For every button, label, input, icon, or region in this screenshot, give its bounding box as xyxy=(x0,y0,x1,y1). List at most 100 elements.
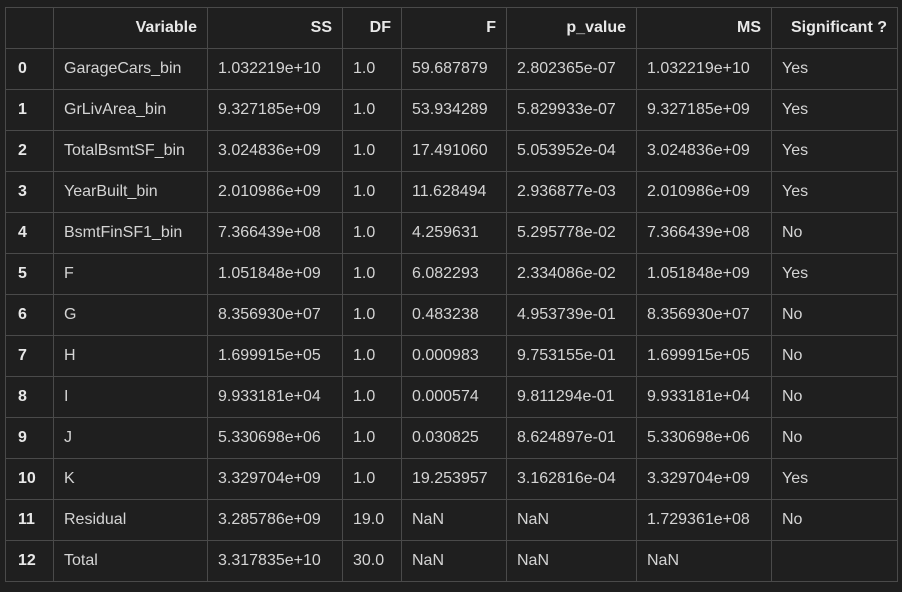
cell-significant: No xyxy=(771,376,898,418)
cell-ss: 3.285786e+09 xyxy=(207,499,343,541)
column-header-significant: Significant ? xyxy=(771,7,898,49)
table-row: 10 K 3.329704e+09 1.0 19.253957 3.162816e-04 3… xyxy=(5,458,898,500)
cell-ss: 3.317835e+10 xyxy=(207,540,343,582)
cell-df: 1.0 xyxy=(342,130,402,172)
cell-variable: Residual xyxy=(53,499,208,541)
cell-ss: 8.356930e+07 xyxy=(207,294,343,336)
table-row: 5 F 1.051848e+09 1.0 6.082293 2.334086e-02 1.0… xyxy=(5,253,898,295)
cell-f: 0.030825 xyxy=(401,417,507,459)
cell-significant: Yes xyxy=(771,171,898,213)
cell-p-value: 9.753155e-01 xyxy=(506,335,637,377)
table-row: 9 J 5.330698e+06 1.0 0.030825 8.624897e-01 5.3… xyxy=(5,417,898,459)
table-row: 3 YearBuilt_bin 2.010986e+09 1.0 11.628494 2.… xyxy=(5,171,898,213)
row-index-cell: 12 xyxy=(5,540,54,582)
cell-p-value: 2.802365e-07 xyxy=(506,48,637,90)
cell-ms: 3.024836e+09 xyxy=(636,130,772,172)
cell-df: 1.0 xyxy=(342,89,402,131)
cell-f: 53.934289 xyxy=(401,89,507,131)
column-header-ms: MS xyxy=(636,7,772,49)
cell-ms: NaN xyxy=(636,540,772,582)
cell-df: 1.0 xyxy=(342,458,402,500)
cell-ms: 2.010986e+09 xyxy=(636,171,772,213)
cell-variable: GrLivArea_bin xyxy=(53,89,208,131)
cell-p-value: 5.053952e-04 xyxy=(506,130,637,172)
cell-variable: J xyxy=(53,417,208,459)
cell-f: 0.000574 xyxy=(401,376,507,418)
table-row: 4 BsmtFinSF1_bin 7.366439e+08 1.0 4.259631 5.… xyxy=(5,212,898,254)
cell-p-value: 9.811294e-01 xyxy=(506,376,637,418)
cell-ss: 1.032219e+10 xyxy=(207,48,343,90)
cell-f: 59.687879 xyxy=(401,48,507,90)
cell-significant: No xyxy=(771,335,898,377)
column-header-p-value: p_value xyxy=(506,7,637,49)
cell-p-value: 8.624897e-01 xyxy=(506,417,637,459)
cell-df: 1.0 xyxy=(342,376,402,418)
cell-variable: Total xyxy=(53,540,208,582)
table-row: 6 G 8.356930e+07 1.0 0.483238 4.953739e-01 8.3… xyxy=(5,294,898,336)
cell-f: 4.259631 xyxy=(401,212,507,254)
table-row: 0 GarageCars_bin 1.032219e+10 1.0 59.687879 2… xyxy=(5,48,898,90)
cell-ms: 1.051848e+09 xyxy=(636,253,772,295)
table-body: 0 GarageCars_bin 1.032219e+10 1.0 59.687879 2… xyxy=(5,48,898,582)
cell-significant: No xyxy=(771,294,898,336)
cell-f: 0.000983 xyxy=(401,335,507,377)
cell-ss: 3.024836e+09 xyxy=(207,130,343,172)
cell-variable: F xyxy=(53,253,208,295)
cell-p-value: 5.829933e-07 xyxy=(506,89,637,131)
column-header-index xyxy=(5,7,54,49)
cell-ms: 9.933181e+04 xyxy=(636,376,772,418)
cell-ss: 9.933181e+04 xyxy=(207,376,343,418)
cell-p-value: 2.936877e-03 xyxy=(506,171,637,213)
cell-ss: 9.327185e+09 xyxy=(207,89,343,131)
cell-variable: I xyxy=(53,376,208,418)
table-row: 2 TotalBsmtSF_bin 3.024836e+09 1.0 17.491060… xyxy=(5,130,898,172)
column-header-variable: Variable xyxy=(53,7,208,49)
cell-significant xyxy=(771,540,898,582)
row-index-cell: 11 xyxy=(5,499,54,541)
cell-ss: 7.366439e+08 xyxy=(207,212,343,254)
row-index-cell: 0 xyxy=(5,48,54,90)
cell-ms: 1.032219e+10 xyxy=(636,48,772,90)
cell-p-value: NaN xyxy=(506,540,637,582)
row-index-cell: 2 xyxy=(5,130,54,172)
cell-variable: GarageCars_bin xyxy=(53,48,208,90)
row-index-cell: 4 xyxy=(5,212,54,254)
cell-df: 1.0 xyxy=(342,335,402,377)
row-index-cell: 5 xyxy=(5,253,54,295)
cell-p-value: 4.953739e-01 xyxy=(506,294,637,336)
cell-df: 1.0 xyxy=(342,171,402,213)
cell-f: 6.082293 xyxy=(401,253,507,295)
row-index-cell: 6 xyxy=(5,294,54,336)
cell-f: 19.253957 xyxy=(401,458,507,500)
cell-df: 1.0 xyxy=(342,212,402,254)
row-index-cell: 8 xyxy=(5,376,54,418)
cell-ss: 3.329704e+09 xyxy=(207,458,343,500)
cell-ss: 2.010986e+09 xyxy=(207,171,343,213)
cell-significant: No xyxy=(771,212,898,254)
cell-variable: H xyxy=(53,335,208,377)
cell-ms: 5.330698e+06 xyxy=(636,417,772,459)
cell-df: 1.0 xyxy=(342,294,402,336)
column-header-f: F xyxy=(401,7,507,49)
cell-variable: YearBuilt_bin xyxy=(53,171,208,213)
cell-p-value: 3.162816e-04 xyxy=(506,458,637,500)
cell-significant: No xyxy=(771,417,898,459)
column-header-df: DF xyxy=(342,7,402,49)
cell-significant: Yes xyxy=(771,130,898,172)
cell-variable: BsmtFinSF1_bin xyxy=(53,212,208,254)
cell-ss: 1.051848e+09 xyxy=(207,253,343,295)
cell-df: 30.0 xyxy=(342,540,402,582)
cell-f: NaN xyxy=(401,540,507,582)
row-index-cell: 7 xyxy=(5,335,54,377)
cell-variable: K xyxy=(53,458,208,500)
table-row: 11 Residual 3.285786e+09 19.0 NaN NaN 1.729361… xyxy=(5,499,898,541)
cell-significant: Yes xyxy=(771,89,898,131)
cell-p-value: 2.334086e-02 xyxy=(506,253,637,295)
cell-df: 1.0 xyxy=(342,48,402,90)
cell-significant: Yes xyxy=(771,458,898,500)
cell-ms: 1.729361e+08 xyxy=(636,499,772,541)
cell-significant: Yes xyxy=(771,253,898,295)
